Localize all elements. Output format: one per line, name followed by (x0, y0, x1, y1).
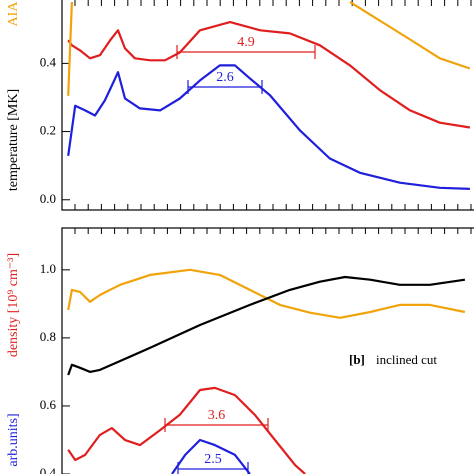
y2-axis-label: AIA (6, 1, 21, 27)
panel-label: [b] (349, 352, 365, 367)
y-tick-label: 0.2 (40, 123, 56, 138)
y-tick-label: 0.8 (40, 329, 56, 344)
y-tick-label: 1.0 (40, 261, 56, 276)
y-tick-label: 0.4 (40, 465, 57, 474)
series-line (171, 438, 251, 474)
width-label: 2.6 (216, 70, 234, 85)
y-axis-label: density [10⁹ cm⁻³] (6, 253, 21, 357)
y-tick-label: 0.0 (40, 191, 56, 206)
series-line (67, 268, 466, 319)
y-tick-label: 0.6 (40, 397, 57, 412)
series-line (67, 275, 466, 376)
y-tick-label: 0.4 (40, 54, 57, 69)
series-line (67, 21, 471, 129)
series-line (67, 1, 471, 96)
plot-area (67, 1, 471, 190)
width-label: 4.9 (237, 35, 255, 50)
y-axis-label: temperature [MK] (6, 89, 21, 191)
series-line (67, 64, 470, 190)
series-line (67, 386, 306, 474)
plot-area (67, 268, 466, 474)
panel-subtitle: inclined cut (376, 352, 437, 367)
width-label: 2.5 (204, 452, 222, 467)
width-label: 3.6 (208, 408, 226, 423)
y2-axis-label: arb.units] (6, 413, 21, 466)
